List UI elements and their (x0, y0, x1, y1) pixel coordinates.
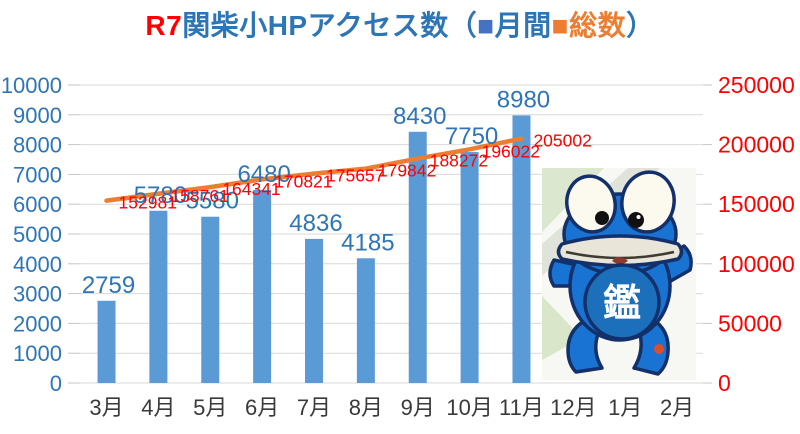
left-axis-label: 6000 (13, 192, 62, 217)
x-axis-label: 4月 (141, 395, 175, 420)
monthly-bar (201, 216, 220, 383)
total-point-label: 188272 (430, 151, 488, 171)
frog-right-pupil (628, 212, 644, 228)
monthly-bar-label: 8430 (393, 103, 446, 130)
x-axis-label: 7月 (297, 395, 331, 420)
total-point-label: 179842 (378, 161, 436, 181)
legend-monthly-swatch-icon: ■ (477, 10, 495, 41)
left-axis-label: 9000 (13, 103, 62, 128)
total-point-label: 158761 (170, 186, 228, 206)
frog-tongue (612, 257, 628, 264)
x-axis-label: 5月 (193, 395, 227, 420)
left-axis-label: 4000 (13, 252, 62, 277)
x-axis-label: 10月 (446, 395, 492, 420)
x-axis-label: 3月 (89, 395, 123, 420)
frog-belly-character: 鑑 (603, 283, 641, 325)
monthly-bar (460, 152, 479, 383)
total-point-label: 196022 (482, 141, 540, 161)
left-axis-label: 7000 (13, 162, 62, 187)
x-axis-label: 2月 (660, 395, 694, 420)
monthly-bar (97, 300, 116, 383)
monthly-bar (149, 210, 168, 383)
x-axis-label: 1月 (608, 395, 642, 420)
frog-mouth (556, 234, 684, 268)
total-point-label: 152981 (119, 193, 177, 213)
frog-body-group (548, 170, 693, 376)
x-axis-label: 8月 (349, 395, 383, 420)
total-line (104, 136, 524, 203)
title-closing-paren: ） (626, 10, 655, 41)
right-axis-label: 250000 (718, 72, 795, 98)
monthly-bar-label: 5780 (134, 182, 187, 209)
left-axis-label: 10000 (1, 73, 62, 98)
frog-left-pupil (595, 211, 609, 225)
total-point-label: 175657 (326, 166, 384, 186)
right-axis-label: 50000 (718, 310, 782, 336)
photo-green-patch (542, 296, 582, 360)
chart-title: R7関柴小HPアクセス数（■月間■総数） (0, 4, 800, 44)
left-axis-label: 3000 (13, 282, 62, 307)
monthly-bar (305, 238, 323, 383)
left-axis-label: 2000 (13, 311, 62, 336)
monthly-bar-label: 2759 (82, 272, 135, 299)
right-axis-label: 0 (718, 370, 731, 396)
monthly-bar (356, 258, 375, 383)
x-axis-label: 6月 (245, 395, 279, 420)
left-axis-label: 8000 (13, 133, 62, 158)
x-axis-label: 11月 (499, 395, 544, 420)
monthly-bar-label: 5580 (186, 188, 239, 215)
total-point-label: 164341 (222, 179, 280, 199)
monthly-bar-label: 4185 (341, 229, 394, 256)
frog-belly-circle (583, 263, 661, 341)
monthly-bar-label: 4836 (289, 210, 342, 237)
monthly-bar (408, 131, 427, 383)
frog-mascot-image: 鑑 (542, 168, 696, 380)
right-axis-label: 200000 (718, 132, 795, 158)
monthly-bar-label: 6480 (237, 161, 290, 188)
title-year-prefix: R7 (145, 10, 183, 41)
total-point-label: 205002 (533, 131, 591, 151)
legend-total-swatch-icon: ■ (551, 10, 570, 41)
x-axis-label: 12月 (550, 395, 596, 420)
right-axis-label: 100000 (718, 251, 795, 277)
monthly-bar-label: 8980 (497, 86, 550, 113)
legend-monthly-label: 月間 (494, 10, 552, 41)
frog-red-mark (654, 344, 664, 354)
legend-total-label: 総数 (569, 10, 627, 41)
left-axis-label: 1000 (13, 341, 62, 366)
total-point-label: 170821 (274, 171, 332, 191)
frog-pupil-glint (636, 215, 641, 219)
monthly-bar (253, 189, 272, 383)
x-axis-label: 9月 (401, 395, 435, 420)
title-main-text: 関柴小HPアクセス数（ (182, 10, 478, 41)
right-axis-label: 150000 (718, 191, 795, 217)
monthly-bar (512, 115, 531, 384)
left-axis-label: 5000 (13, 222, 62, 247)
monthly-bar-label: 7750 (445, 123, 498, 150)
left-axis-label: 0 (50, 371, 62, 396)
